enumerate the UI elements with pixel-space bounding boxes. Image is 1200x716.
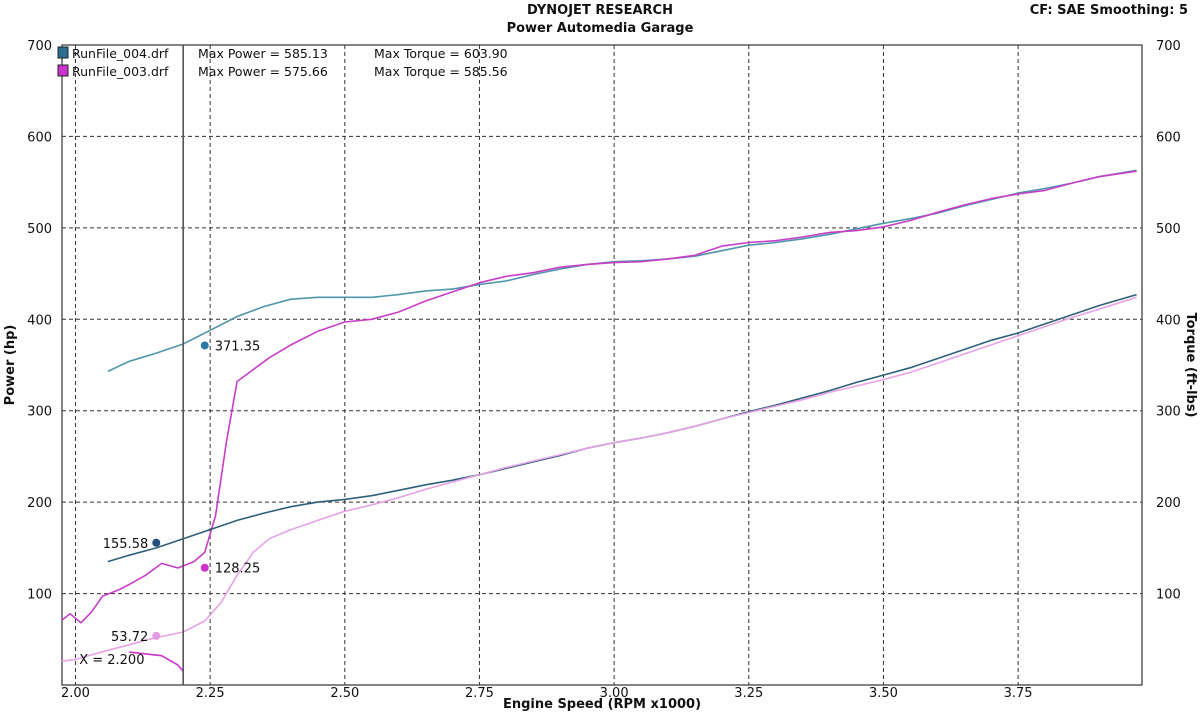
legend-power: Max Power = 585.13 (198, 46, 328, 61)
series-line-3 (61, 296, 1137, 662)
y-tick-left: 100 (27, 588, 52, 603)
x-tick-label: 2.50 (330, 686, 359, 701)
legend-file: RunFile_004.drf (72, 46, 169, 61)
legend-torque: Max Torque = 603.90 (374, 46, 508, 61)
y-tick-right: 500 (1156, 222, 1181, 237)
marker-dot (152, 631, 161, 640)
marker-dot (152, 538, 161, 547)
x-tick-label: 2.75 (465, 686, 494, 701)
legend-swatch (57, 46, 69, 59)
plot-area (61, 44, 1143, 686)
y-tick-right: 700 (1156, 39, 1181, 54)
y-tick-left: 200 (27, 496, 52, 511)
x-tick-label: 2.25 (196, 686, 225, 701)
x-tick-label: 3.50 (869, 686, 898, 701)
legend-torque: Max Torque = 585.56 (374, 64, 508, 79)
y-tick-left: 500 (27, 222, 52, 237)
legend-swatch (57, 64, 69, 77)
y-tick-left: 600 (27, 130, 52, 145)
series-line-0 (107, 169, 1137, 373)
marker-dot (200, 341, 209, 350)
y-tick-right: 400 (1156, 313, 1181, 328)
correction-info: CF: SAE Smoothing: 5 (1029, 3, 1188, 18)
y-tick-right: 300 (1156, 405, 1181, 420)
chart-subtitle: Power Automedia Garage (506, 21, 694, 36)
marker-label: 128.25 (215, 562, 261, 577)
marker-label: 155.58 (103, 537, 149, 552)
y-tick-left: 400 (27, 313, 52, 328)
x-tick-label: 2.00 (61, 686, 90, 701)
y-axis-label-left: Power (hp) (3, 325, 18, 406)
y-tick-left: 700 (27, 39, 52, 54)
marker-label: 371.35 (215, 339, 261, 354)
marker-dot (200, 563, 209, 572)
legend-file: RunFile_003.drf (72, 64, 169, 79)
x-tick-label: 3.00 (600, 686, 629, 701)
legend-power: Max Power = 575.66 (198, 64, 328, 79)
cursor-label: X = 2.200 (79, 653, 144, 668)
x-axis-label: Engine Speed (RPM x1000) (503, 697, 701, 712)
y-tick-right: 100 (1156, 588, 1181, 603)
y-tick-right: 600 (1156, 130, 1181, 145)
chart-title: DYNOJET RESEARCH (527, 3, 673, 18)
marker-label: 53.72 (111, 630, 148, 645)
y-tick-left: 300 (27, 405, 52, 420)
x-tick-label: 3.25 (734, 686, 763, 701)
series-line-4 (129, 651, 184, 672)
series-line-1 (61, 170, 1137, 624)
y-tick-right: 200 (1156, 496, 1181, 511)
y-axis-label-right: Torque (ft-lbs) (1183, 312, 1198, 417)
x-tick-label: 3.75 (1004, 686, 1033, 701)
